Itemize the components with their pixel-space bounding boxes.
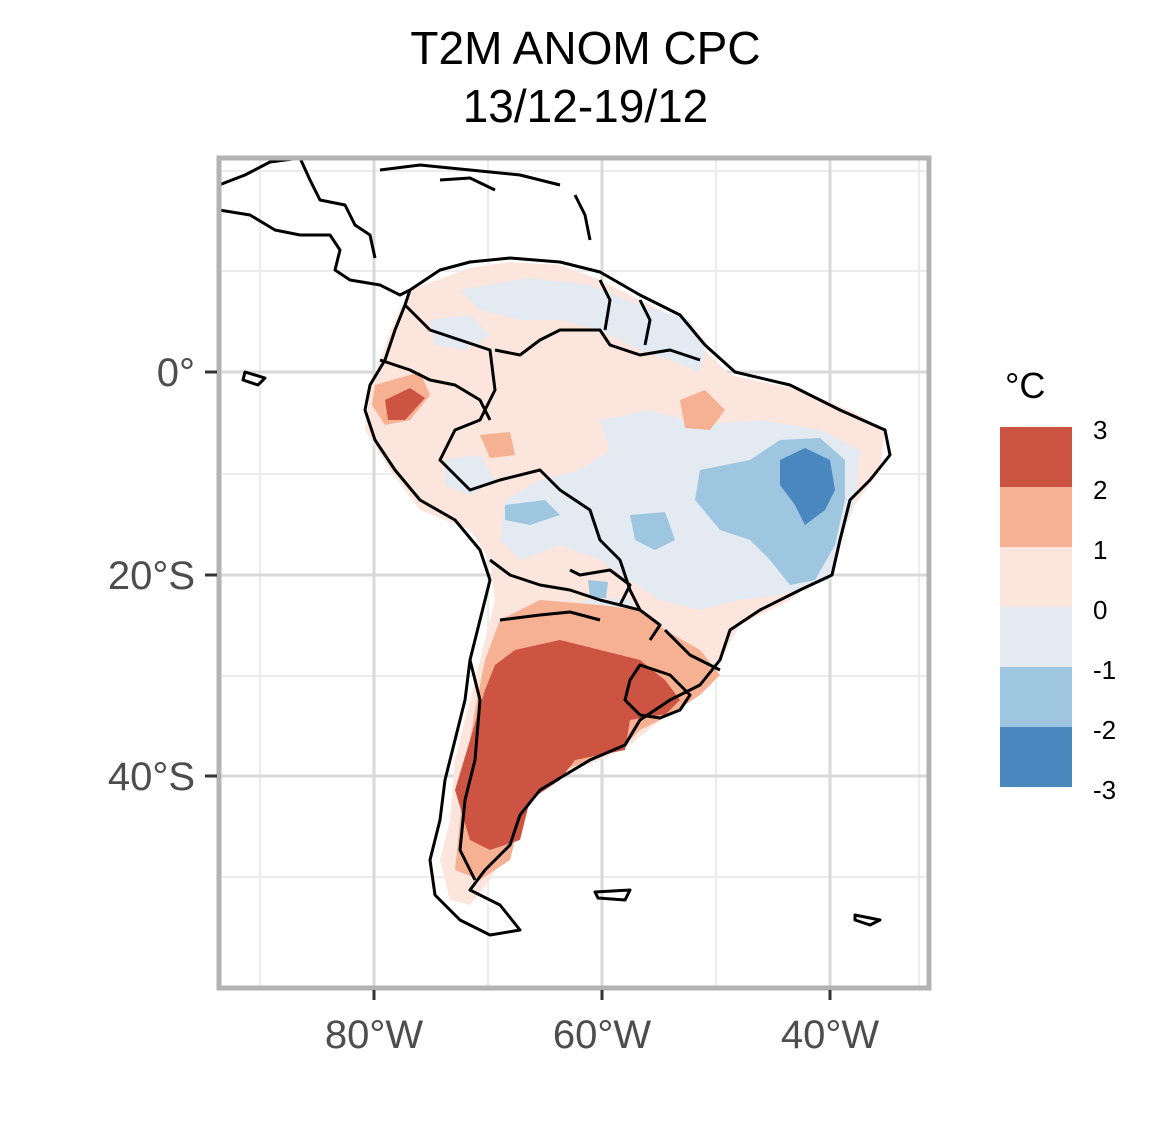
legend-label-2: 2	[1093, 475, 1107, 505]
legend-swatch	[1000, 727, 1072, 787]
x-tick-label-40w: 40°W	[781, 1013, 879, 1057]
legend: °C 3 2 1 0 -1 -2 -3	[1000, 365, 1116, 805]
x-tick-label-60w: 60°W	[553, 1013, 651, 1057]
legend-label-minus1: -1	[1093, 655, 1116, 685]
legend-swatch	[1000, 547, 1072, 607]
y-tick-label-20s: 20°S	[108, 554, 195, 598]
legend-label-1: 1	[1093, 535, 1107, 565]
legend-swatch	[1000, 607, 1072, 667]
legend-swatch	[1000, 427, 1072, 487]
legend-label-3: 3	[1093, 415, 1107, 445]
legend-label-0: 0	[1093, 595, 1107, 625]
x-tick-label-80w: 80°W	[325, 1013, 423, 1057]
legend-title: °C	[1005, 365, 1045, 406]
legend-swatch	[1000, 487, 1072, 547]
legend-swatches	[1000, 427, 1072, 787]
legend-label-minus2: -2	[1093, 715, 1116, 745]
y-tick-label-40s: 40°S	[108, 755, 195, 799]
legend-swatch	[1000, 667, 1072, 727]
y-tick-label-0: 0°	[157, 351, 195, 395]
legend-label-minus3: -3	[1093, 775, 1116, 805]
